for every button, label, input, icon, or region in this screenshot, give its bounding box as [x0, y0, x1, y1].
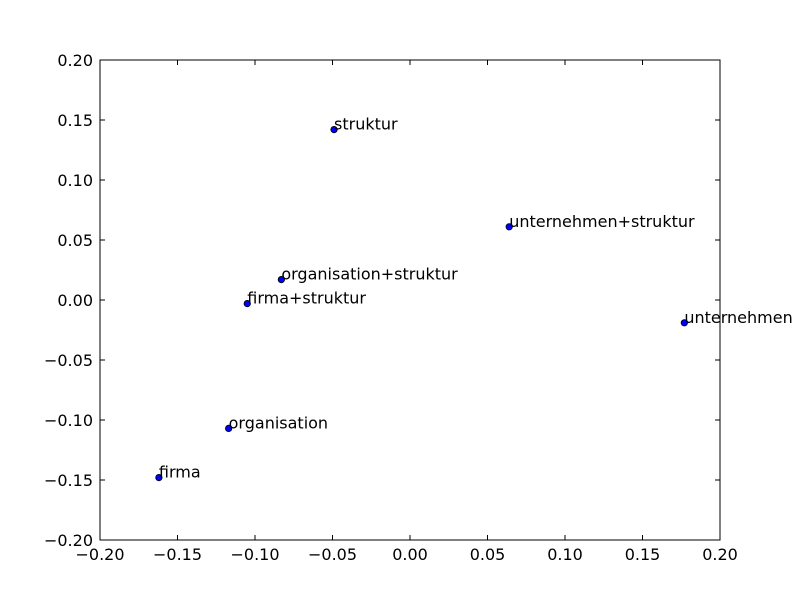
x-tick-label: 0.20: [702, 545, 738, 564]
y-tick-label: 0.10: [57, 171, 93, 190]
scatter-point: [330, 126, 338, 134]
y-tick-label: −0.05: [44, 351, 93, 370]
axis-ticks: [99, 59, 721, 541]
point-label: unternehmen: [684, 308, 792, 327]
point-labels: struktur unternehmen+struktur organisation…: [159, 115, 793, 482]
y-tick-label: 0.15: [57, 111, 93, 130]
x-tick-label: 0.10: [547, 545, 583, 564]
y-tick-label: 0.20: [57, 51, 93, 70]
x-tick-label: 0.05: [470, 545, 506, 564]
y-tick-labels: −0.20 −0.15 −0.10 −0.05 0.00 0.05 0.10 0.15 0.20: [44, 51, 93, 550]
scatter-point: [243, 299, 251, 308]
y-tick-label: −0.20: [44, 531, 93, 550]
point-label: organisation: [229, 413, 328, 432]
x-tick-label: 0.00: [392, 545, 428, 564]
point-label: firma+struktur: [247, 289, 366, 308]
data-points: [155, 126, 688, 482]
x-tick-labels: −0.20 −0.15 −0.10 −0.05 0.00 0.05 0.10 0.15 0.20: [75, 545, 737, 564]
scatter-point: [277, 275, 285, 284]
y-tick-label: −0.15: [44, 471, 93, 490]
x-tick-label: −0.05: [308, 545, 357, 564]
point-label: struktur: [334, 115, 398, 134]
y-tick-label: 0.00: [57, 291, 93, 310]
scatter-point: [505, 223, 513, 231]
y-tick-label: 0.05: [57, 231, 93, 250]
scatter-point: [155, 473, 163, 482]
scatter-point: [225, 424, 233, 432]
point-label: unternehmen+struktur: [509, 212, 695, 231]
x-tick-label: −0.20: [75, 545, 124, 564]
x-tick-label: 0.15: [625, 545, 661, 564]
x-tick-label: −0.10: [230, 545, 279, 564]
x-tick-label: −0.15: [153, 545, 202, 564]
point-label: organisation+struktur: [281, 265, 458, 284]
point-label: firma: [159, 463, 201, 482]
y-tick-label: −0.10: [44, 411, 93, 430]
scatter-point: [680, 319, 688, 327]
